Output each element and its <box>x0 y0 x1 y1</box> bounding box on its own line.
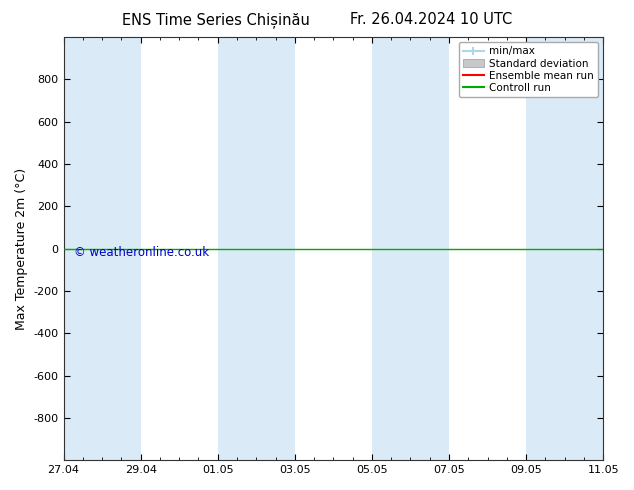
Bar <box>526 37 603 460</box>
Bar <box>63 37 141 460</box>
Y-axis label: Max Temperature 2m (°C): Max Temperature 2m (°C) <box>15 168 28 330</box>
Text: © weatheronline.co.uk: © weatheronline.co.uk <box>74 246 209 260</box>
Text: Fr. 26.04.2024 10 UTC: Fr. 26.04.2024 10 UTC <box>350 12 512 27</box>
Bar <box>372 37 449 460</box>
Legend: min/max, Standard deviation, Ensemble mean run, Controll run: min/max, Standard deviation, Ensemble me… <box>459 42 598 97</box>
Bar <box>217 37 295 460</box>
Text: ENS Time Series Chișinău: ENS Time Series Chișinău <box>122 12 309 28</box>
